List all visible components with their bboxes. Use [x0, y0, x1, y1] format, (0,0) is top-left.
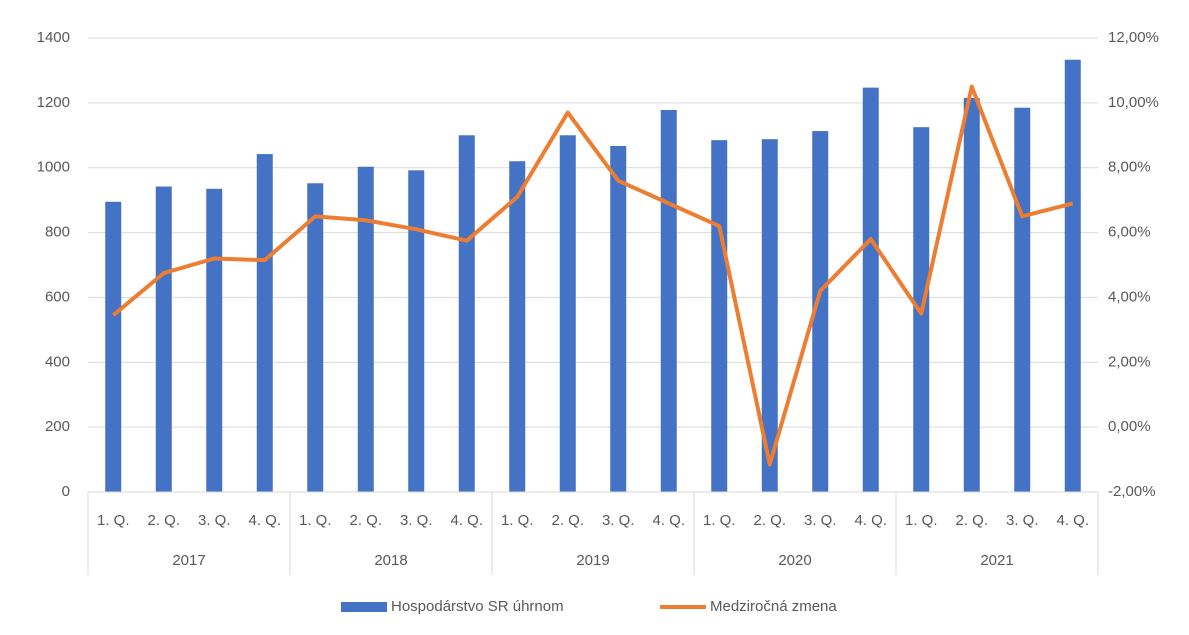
bar	[408, 170, 425, 492]
x-tick-label: 4. Q.	[1056, 512, 1089, 529]
bar	[105, 201, 122, 492]
y-tick-label: 1000	[37, 159, 70, 176]
y-tick-label: 1400	[37, 29, 70, 46]
x-tick-label: 4. Q.	[248, 512, 281, 529]
bar	[256, 154, 273, 492]
y2-tick-label: 8,00%	[1108, 159, 1151, 176]
x-tick-label: 1. Q.	[703, 512, 736, 529]
y2-tick-label: 2,00%	[1108, 353, 1151, 370]
x-tick-label: 3. Q.	[198, 512, 231, 529]
bar	[357, 166, 374, 492]
y2-tick-label: 10,00%	[1108, 94, 1159, 111]
bar	[812, 131, 829, 492]
bar	[155, 186, 172, 492]
bar	[610, 145, 627, 493]
x-tick-label: 4. Q.	[854, 512, 887, 529]
group-label: 2019	[576, 552, 609, 569]
bar	[559, 135, 576, 493]
x-tick-label: 2. Q.	[551, 512, 584, 529]
y2-tick-label: 6,00%	[1108, 224, 1151, 241]
bar	[509, 161, 526, 492]
bar	[711, 140, 728, 492]
y2-tick-label: 4,00%	[1108, 288, 1151, 305]
x-tick-label: 4. Q.	[450, 512, 483, 529]
x-tick-label: 3. Q.	[400, 512, 433, 529]
y-tick-label: 400	[45, 353, 70, 370]
y2-tick-label: -2,00%	[1108, 483, 1156, 500]
bar	[307, 183, 324, 492]
x-tick-label: 1. Q.	[299, 512, 332, 529]
group-label: 2017	[172, 552, 205, 569]
bar	[458, 135, 475, 493]
bar	[963, 97, 980, 492]
bar	[1014, 107, 1031, 492]
group-label: 2018	[374, 552, 407, 569]
y-tick-label: 200	[45, 418, 70, 435]
line	[111, 84, 1074, 467]
x-tick-label: 3. Q.	[602, 512, 635, 529]
legend-label: Medziročná zmena	[710, 598, 837, 615]
y-tick-label: 1200	[37, 94, 70, 111]
legend-swatch	[341, 602, 387, 612]
x-tick-label: 1. Q.	[501, 512, 534, 529]
y2-tick-label: 0,00%	[1108, 418, 1151, 435]
y-tick-label: 800	[45, 224, 70, 241]
bar	[761, 139, 778, 493]
x-tick-label: 4. Q.	[652, 512, 685, 529]
x-tick-label: 2. Q.	[349, 512, 382, 529]
bar	[206, 188, 223, 493]
bar	[1064, 59, 1081, 492]
x-tick-label: 3. Q.	[804, 512, 837, 529]
group-label: 2020	[778, 552, 811, 569]
x-tick-label: 2. Q.	[955, 512, 988, 529]
x-tick-label: 3. Q.	[1006, 512, 1039, 529]
x-tick-label: 2. Q.	[753, 512, 786, 529]
group-label: 2021	[980, 552, 1013, 569]
x-tick-label: 2. Q.	[147, 512, 180, 529]
y-tick-label: 600	[45, 288, 70, 305]
x-tick-label: 1. Q.	[905, 512, 938, 529]
y2-tick-label: 12,00%	[1108, 29, 1159, 46]
x-tick-label: 1. Q.	[97, 512, 130, 529]
y-tick-label: 0	[62, 483, 70, 500]
legend-label: Hospodárstvo SR úhrnom	[391, 598, 564, 615]
bar	[862, 87, 879, 492]
bar	[660, 109, 677, 493]
